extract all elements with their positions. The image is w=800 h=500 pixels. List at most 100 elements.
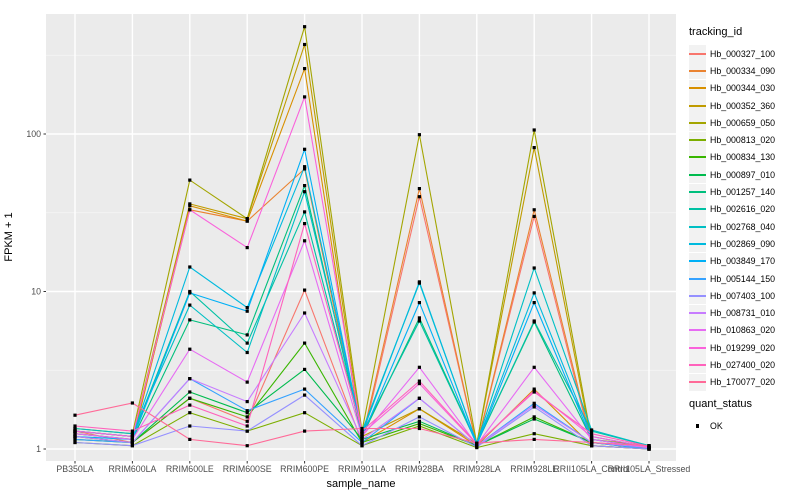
legend-label: Hb_000344_030 — [710, 83, 776, 94]
legend-label: Hb_000813_020 — [710, 135, 776, 146]
data-point — [417, 319, 421, 323]
data-point — [532, 432, 536, 436]
data-point — [532, 146, 536, 150]
data-point — [130, 429, 134, 433]
legend-label: Hb_000327_100 — [710, 48, 776, 59]
legend-label: Hb_002768_040 — [710, 221, 776, 232]
data-point — [245, 350, 249, 355]
data-point — [360, 437, 364, 441]
legend-title: tracking_id — [689, 26, 743, 38]
data-point — [532, 401, 536, 405]
legend-item-Hb_008731_010: Hb_008731_010 — [689, 304, 799, 322]
legend-key-swatch — [689, 252, 706, 270]
x-tick-label: RRIM600LE — [166, 464, 214, 474]
legend-item-Hb_000327_100: Hb_000327_100 — [689, 45, 799, 63]
legend-key-swatch — [689, 218, 706, 236]
x-tick-label: RRIM928LE — [510, 464, 558, 474]
data-point — [245, 380, 249, 384]
legend-label: Hb_008731_010 — [710, 308, 776, 319]
legend-key-swatch — [689, 97, 706, 115]
x-tick-label: RRIM600PE — [280, 464, 329, 474]
data-point — [188, 411, 192, 415]
data-point — [188, 202, 192, 206]
data-point — [475, 441, 479, 445]
legend-item-Hb_001257_140: Hb_001257_140 — [689, 183, 799, 201]
data-point — [245, 341, 249, 345]
data-point — [130, 440, 134, 445]
legend-line-icon — [689, 346, 706, 349]
data-point — [360, 429, 364, 433]
data-point — [188, 377, 192, 381]
legend-label: Hb_010863_020 — [710, 325, 776, 336]
legend-item-Hb_000659_050: Hb_000659_050 — [689, 114, 799, 132]
data-point — [245, 219, 249, 223]
data-point — [303, 341, 307, 345]
data-point — [245, 419, 249, 423]
legend-line-icon — [689, 191, 706, 194]
quant-legend-label: OK — [710, 420, 723, 431]
data-point — [647, 444, 651, 448]
quant-status-legend: quant_status OK — [689, 398, 799, 434]
data-point — [188, 437, 192, 441]
legend-label: Hb_027400_020 — [710, 359, 776, 370]
data-point — [245, 400, 249, 404]
data-point — [188, 347, 192, 351]
legend-item-Hb_000344_030: Hb_000344_030 — [689, 79, 799, 97]
legend-line-icon — [689, 104, 706, 107]
legend-item-Hb_000352_360: Hb_000352_360 — [689, 97, 799, 115]
data-point — [532, 208, 536, 212]
legend-line-icon — [689, 87, 706, 90]
data-point — [303, 147, 307, 151]
data-point — [590, 437, 594, 441]
legend-key-swatch — [689, 321, 706, 339]
data-point — [303, 411, 307, 415]
legend-key-swatch — [689, 114, 706, 132]
x-axis-title: sample_name — [326, 478, 396, 490]
legend-line-icon — [689, 173, 706, 176]
x-tick-label: RRIM928BA — [395, 464, 444, 474]
legend-key-swatch — [689, 166, 706, 184]
y-axis-title: FPKM + 1 — [3, 212, 15, 262]
data-point — [245, 217, 249, 221]
legend-label: Hb_002616_020 — [710, 204, 776, 215]
data-point — [417, 407, 421, 411]
legend-label: Hb_001257_140 — [710, 187, 776, 198]
legend-label: Hb_000834_130 — [710, 152, 776, 163]
legend-line-icon — [689, 156, 706, 159]
data-point — [303, 239, 307, 243]
legend-line-icon — [689, 312, 706, 315]
data-point — [532, 417, 536, 421]
data-point — [73, 413, 77, 417]
data-point — [73, 440, 77, 445]
data-point — [245, 246, 249, 250]
data-point — [417, 133, 421, 137]
data-point — [303, 67, 307, 71]
legend-line-icon — [689, 242, 706, 245]
data-point — [590, 432, 594, 436]
x-tick-label: RRIM901LA — [338, 464, 386, 474]
data-point — [303, 210, 307, 214]
data-point — [188, 265, 192, 269]
legend-line-icon — [689, 363, 706, 366]
legend-item-Hb_005144_150: Hb_005144_150 — [689, 270, 799, 287]
legend-key-swatch — [689, 148, 706, 166]
legend-label: Hb_005144_150 — [710, 273, 776, 284]
data-point — [303, 429, 307, 433]
legend-item-Hb_000834_130: Hb_000834_130 — [689, 148, 799, 166]
data-point — [417, 396, 421, 400]
legend-item-Hb_027400_020: Hb_027400_020 — [689, 356, 799, 374]
data-point — [188, 291, 192, 295]
data-point — [188, 403, 192, 407]
data-point — [130, 437, 134, 441]
data-point — [590, 440, 594, 445]
legend-label: Hb_000659_050 — [710, 117, 776, 128]
data-point — [417, 426, 421, 431]
data-point — [245, 409, 249, 413]
data-point — [532, 415, 536, 419]
data-point — [532, 405, 536, 409]
legend-label: Hb_170077_020 — [710, 377, 776, 388]
data-point — [532, 301, 536, 305]
data-point — [245, 411, 249, 415]
legend-key-swatch — [689, 45, 706, 63]
data-point — [245, 309, 249, 313]
